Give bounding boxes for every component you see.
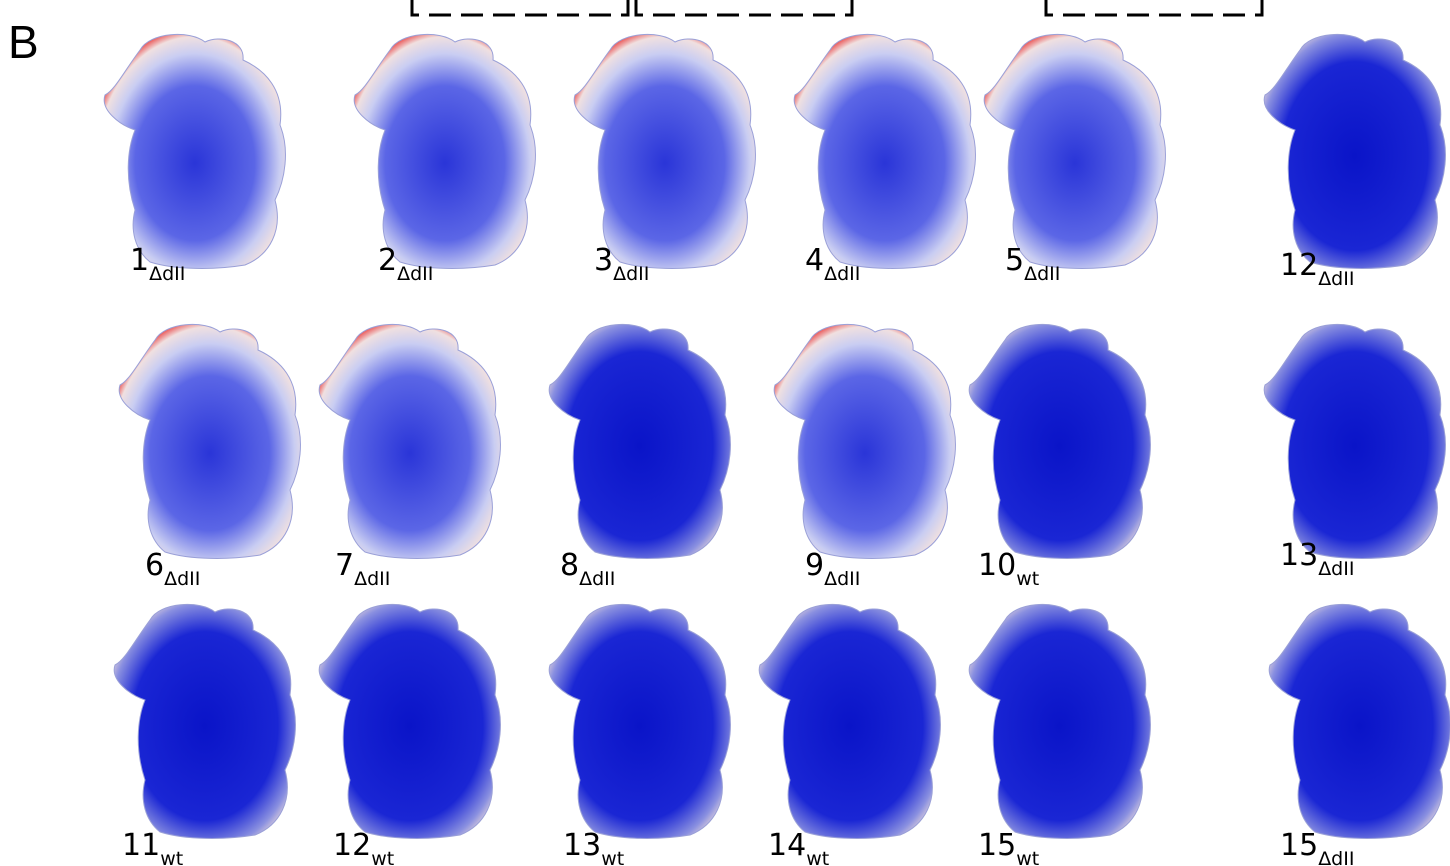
map-subscript: ΔdII	[824, 568, 860, 590]
map-number: 3	[594, 243, 613, 278]
bracket	[636, 0, 852, 15]
density-map	[969, 324, 1150, 558]
page: {"panel_label": "B", "maps": [ {"number"…	[0, 0, 1450, 866]
map-subscript: ΔdII	[613, 263, 649, 285]
map-number: 8	[560, 548, 579, 583]
map-subscript: ΔdII	[164, 568, 200, 590]
map-subscript: ΔdII	[354, 568, 390, 590]
density-map	[354, 34, 535, 268]
density-map	[119, 324, 300, 558]
density-map	[549, 604, 730, 838]
map-subscript: ΔdII	[397, 263, 433, 285]
map-subscript: wt	[806, 848, 829, 866]
map-subscript: wt	[371, 848, 394, 866]
density-map	[319, 604, 500, 838]
density-map	[1264, 34, 1445, 268]
bracket	[412, 0, 628, 15]
map-subscript: ΔdII	[1318, 848, 1354, 866]
map-subscript: ΔdII	[149, 263, 185, 285]
density-map	[114, 604, 295, 838]
map-number: 13	[1280, 538, 1318, 573]
map-number: 10	[978, 548, 1016, 583]
map-number: 15	[978, 828, 1016, 863]
map-number: 13	[563, 828, 601, 863]
map-number: 12	[1280, 248, 1318, 283]
map-subscript: wt	[601, 848, 624, 866]
map-subscript: ΔdII	[1024, 263, 1060, 285]
panel-label: B	[8, 16, 39, 68]
map-subscript: ΔdII	[1318, 558, 1354, 580]
bracket	[1046, 0, 1262, 15]
map-number: 14	[768, 828, 806, 863]
bracket-group	[412, 0, 1262, 15]
density-map	[984, 34, 1165, 268]
density-map	[794, 34, 975, 268]
density-map	[969, 604, 1150, 838]
map-number: 15	[1280, 828, 1318, 863]
map-number: 2	[378, 243, 397, 278]
map-number: 9	[805, 548, 824, 583]
map-subscript: wt	[1016, 848, 1039, 866]
density-map	[1264, 324, 1445, 558]
density-map	[774, 324, 955, 558]
map-number: 11	[122, 828, 160, 863]
density-map	[104, 34, 285, 268]
map-subscript: ΔdII	[824, 263, 860, 285]
map-number: 4	[805, 243, 824, 278]
map-number: 1	[130, 243, 149, 278]
map-number: 7	[335, 548, 354, 583]
density-map	[319, 324, 500, 558]
density-map	[1269, 604, 1450, 838]
map-subscript: wt	[160, 848, 183, 866]
density-map	[574, 34, 755, 268]
map-number: 12	[333, 828, 371, 863]
map-subscript: ΔdII	[1318, 268, 1354, 290]
map-subscript: ΔdII	[579, 568, 615, 590]
map-subscript: wt	[1016, 568, 1039, 590]
map-number: 5	[1005, 243, 1024, 278]
map-number: 6	[145, 548, 164, 583]
figure: B 1ΔdII2ΔdII3ΔdII4ΔdII5ΔdII12ΔdII6ΔdII7Δ…	[0, 0, 1450, 866]
density-map	[549, 324, 730, 558]
density-map	[759, 604, 940, 838]
